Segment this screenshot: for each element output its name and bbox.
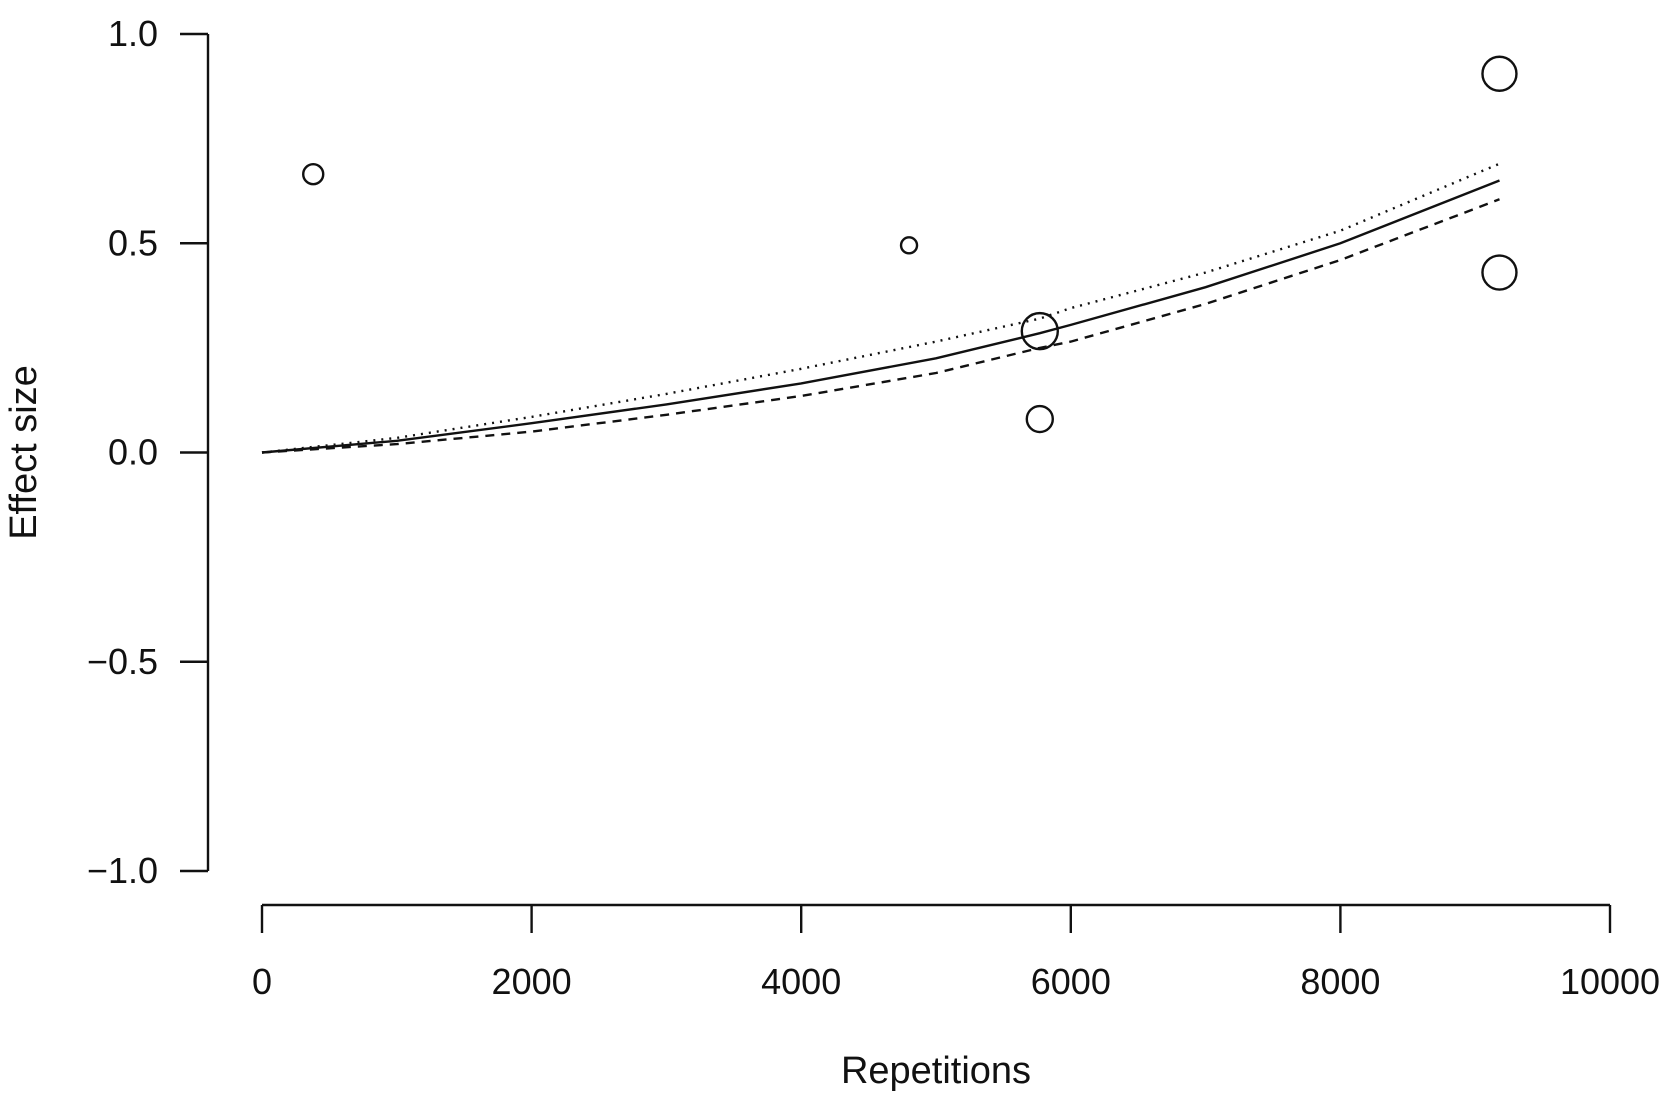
y-tick-label: 0.0 [108,432,158,473]
fit-curve-dotted [261,162,1500,454]
x-tick-label: 4000 [761,961,841,1002]
x-tick-label: 0 [252,961,272,1002]
y-tick-label: 1.0 [108,13,158,54]
y-axis: 1.0 0.5 0.0 −0.5 −1.0 [87,13,210,891]
x-tick-label: 6000 [1031,961,1111,1002]
y-axis-title: Effect size [3,365,45,540]
x-axis-title: Repetitions [841,1050,1031,1092]
y-tick-label: 0.5 [108,222,158,263]
y-tick-label: −1.0 [87,850,158,891]
data-point [1481,55,1518,92]
data-point [302,162,325,186]
y-tick-label: −0.5 [87,641,158,682]
data-point [1025,404,1054,434]
fit-curve-dashed [261,198,1500,454]
x-axis: 0 2000 4000 6000 8000 10000 [252,903,1660,1002]
data-point [1020,311,1059,351]
fit-curve-solid [261,179,1500,454]
data-point [899,236,919,255]
data-points [302,55,1518,434]
x-tick-label: 10000 [1560,961,1660,1002]
x-tick-label: 2000 [492,961,572,1002]
x-tick-label: 8000 [1300,961,1380,1002]
fit-curves [261,162,1500,454]
data-point [1481,254,1518,291]
